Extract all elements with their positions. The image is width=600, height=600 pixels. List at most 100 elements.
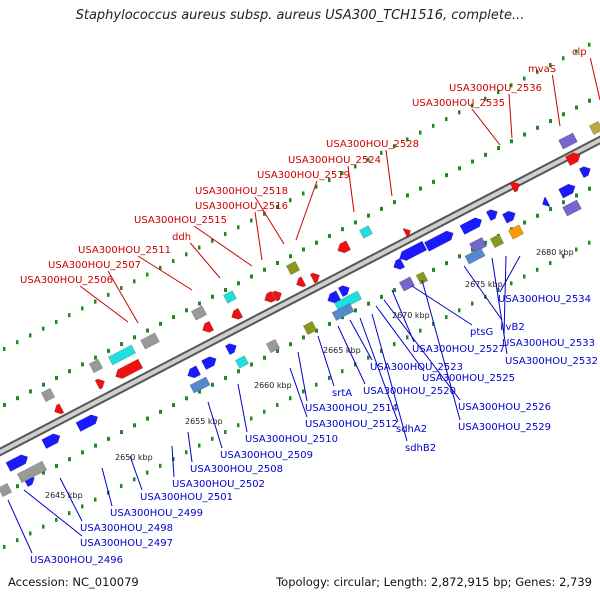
gene-red [264, 290, 277, 303]
guide-dot [3, 346, 6, 351]
gene-shape [489, 233, 505, 249]
gene-blue [75, 414, 99, 432]
guide-dot [81, 362, 84, 367]
bottom-gene-leader [129, 455, 143, 491]
guide-dot [107, 348, 110, 353]
gene-blue [41, 433, 61, 449]
top-gene-label: USA300HOU_2528 [326, 139, 419, 150]
top-gene-leader [385, 149, 393, 197]
gene-gray [140, 332, 160, 350]
guide-dot [549, 63, 552, 68]
guide-dot [562, 254, 565, 259]
guide-dot [497, 288, 500, 293]
gene-shape [331, 302, 355, 322]
gene-gray [88, 358, 104, 374]
gene-shape [588, 120, 600, 136]
top-gene-leader [193, 225, 253, 267]
guide-dot [172, 259, 175, 264]
guide-dot [315, 328, 318, 333]
guide-dot [120, 286, 123, 291]
bottom-gene-leader [375, 305, 425, 372]
guide-dot [276, 348, 279, 353]
guide-dot [42, 382, 45, 387]
guide-dot [588, 42, 591, 47]
gene-cyan [333, 290, 363, 312]
gene-blue [541, 196, 551, 207]
gene-tan [588, 120, 600, 136]
bottom-gene-label: USA300HOU_2502 [172, 479, 265, 490]
guide-dot [3, 544, 6, 549]
gene-shape [464, 247, 486, 265]
guide-dot [94, 355, 97, 360]
guide-dot [68, 313, 71, 318]
guide-dot [81, 504, 84, 509]
gene-shape [189, 376, 211, 394]
guide-dot [211, 238, 214, 243]
guide-dot [393, 342, 396, 347]
guide-dot [120, 484, 123, 489]
guide-dot [523, 220, 526, 225]
guide-dot [341, 369, 344, 374]
gene-shape [5, 454, 29, 472]
guide-dot [263, 211, 266, 216]
top-gene-leader [79, 285, 129, 323]
bottom-gene-leader [491, 257, 508, 355]
guide-dot [250, 362, 253, 367]
guide-dot [380, 150, 383, 155]
gene-cyan [223, 290, 237, 304]
gene-blue [393, 257, 406, 270]
gene-shape [578, 166, 591, 179]
gene-shape [40, 387, 56, 403]
guide-dot [549, 261, 552, 266]
guide-dot [185, 252, 188, 257]
gene-shape [562, 199, 582, 217]
guide-dot [432, 179, 435, 184]
gene-shape [309, 272, 320, 284]
guide-dot [393, 288, 396, 293]
guide-dot [133, 335, 136, 340]
bottom-gene-leader [391, 289, 415, 343]
guide-dot [523, 132, 526, 137]
top-gene-leader [347, 165, 355, 213]
gene-blue [337, 285, 350, 298]
guide-dot [29, 531, 32, 536]
guide-dot [445, 261, 448, 266]
guide-dot [341, 171, 344, 176]
guide-dot [302, 335, 305, 340]
guide-dot [159, 463, 162, 468]
guide-dot [237, 423, 240, 428]
guide-dot [458, 308, 461, 313]
gene-blue [501, 210, 516, 224]
guide-dot [588, 240, 591, 245]
bottom-gene-leader [171, 445, 175, 478]
gene-blue [5, 454, 29, 472]
bottom-gene-label: USA300HOU_2514 [305, 403, 398, 414]
guide-dot [172, 403, 175, 408]
guide-dot [146, 328, 149, 333]
bottom-gene-leader [503, 255, 507, 337]
guide-dot [458, 166, 461, 171]
genome-axis-highlight [0, 137, 600, 455]
bottom-gene-leader [349, 319, 373, 361]
bottom-gene-label: USA300HOU_2525 [422, 373, 515, 384]
gene-steel [464, 247, 486, 265]
gene-shape [140, 332, 160, 350]
guide-dot [536, 267, 539, 272]
guide-dot [315, 184, 318, 189]
gene-blue [224, 343, 237, 356]
guide-dot [588, 98, 591, 103]
bottom-gene-label: USA300HOU_2501 [140, 492, 233, 503]
gene-blue [399, 240, 428, 261]
guide-dot [393, 144, 396, 149]
guide-dot [445, 173, 448, 178]
guide-dot [81, 306, 84, 311]
guide-dot [484, 152, 487, 157]
bottom-gene-leader [237, 383, 248, 433]
guide-dot [55, 319, 58, 324]
gene-shape [565, 152, 581, 167]
gene-shape [507, 224, 525, 240]
bottom-gene-label: USA300HOU_2512 [305, 419, 398, 430]
guide-dot [471, 103, 474, 108]
gene-shape [359, 225, 373, 239]
top-gene-leader [189, 242, 221, 279]
